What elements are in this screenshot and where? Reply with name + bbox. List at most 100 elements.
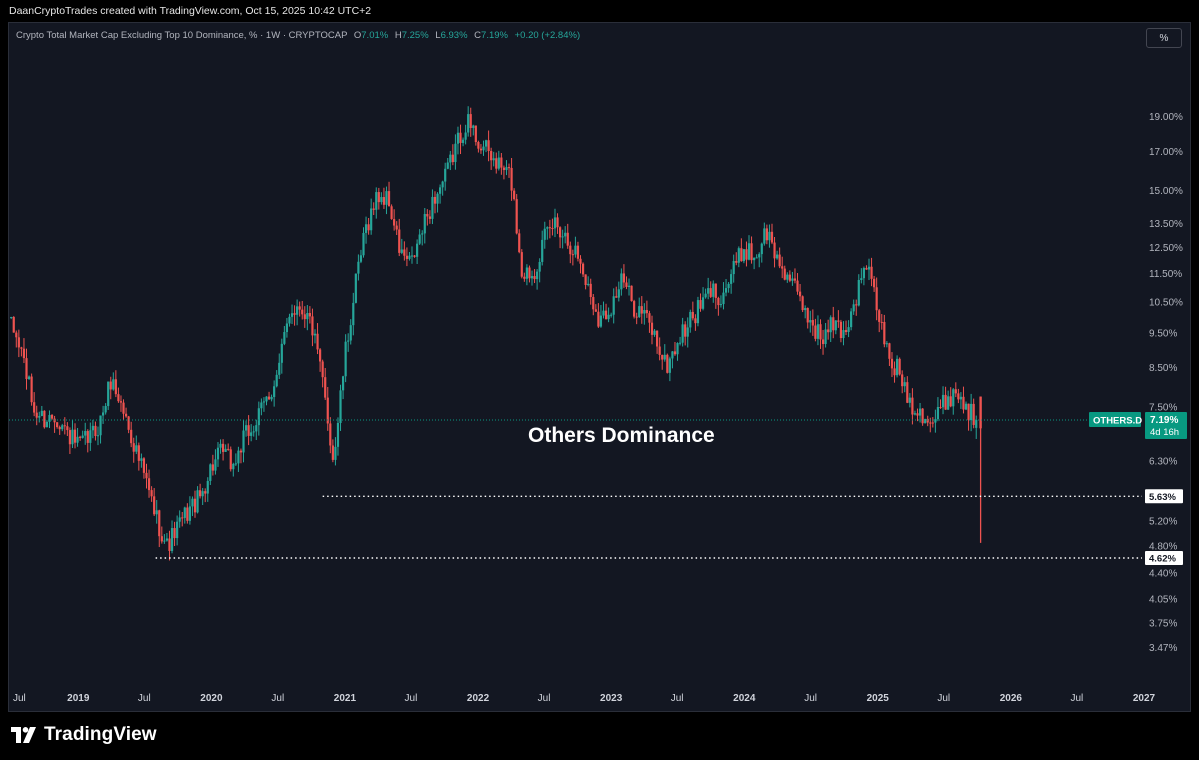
- candle: [278, 353, 281, 380]
- candle: [949, 387, 952, 408]
- candle: [408, 251, 411, 261]
- chart-panel[interactable]: 19.00% 17.00% 15.00% 13.50% 12.50% 11.50% 10.5…: [8, 22, 1191, 712]
- candle: [50, 414, 54, 420]
- candle: [561, 229, 564, 249]
- candle: [298, 301, 301, 317]
- candle: [536, 269, 539, 290]
- candle: [816, 315, 820, 346]
- candle: [112, 372, 115, 391]
- candle: [380, 192, 383, 205]
- candle: [924, 418, 927, 424]
- candle: [229, 446, 232, 472]
- candle: [79, 435, 82, 441]
- candle: [153, 488, 156, 517]
- candle: [786, 272, 789, 283]
- candle: [370, 198, 373, 235]
- y-tick-label: 17.00%: [1149, 147, 1183, 158]
- candle: [142, 457, 146, 479]
- candle: [10, 316, 13, 320]
- candle: [71, 419, 74, 448]
- candle: [242, 420, 245, 463]
- candle: [758, 252, 761, 268]
- candle: [844, 320, 848, 336]
- candle: [109, 376, 112, 400]
- candle: [701, 287, 705, 311]
- candle: [25, 348, 28, 390]
- candle: [418, 229, 421, 245]
- candle: [398, 218, 401, 257]
- candle: [502, 165, 506, 180]
- candle: [101, 405, 105, 424]
- candle: [390, 204, 393, 220]
- candle: [638, 297, 641, 319]
- candle: [556, 213, 559, 234]
- candle: [760, 242, 763, 263]
- candle: [530, 270, 534, 286]
- candle: [461, 137, 465, 147]
- y-tick-label: 4.40%: [1149, 569, 1177, 580]
- candle: [916, 408, 919, 422]
- candle: [433, 191, 437, 214]
- candle: [520, 249, 523, 279]
- symbol-legend[interactable]: Crypto Total Market Cap Excluding Top 10…: [16, 30, 580, 41]
- candle: [773, 237, 776, 268]
- candle: [357, 254, 360, 281]
- candle: [352, 292, 355, 336]
- candle: [293, 305, 296, 326]
- candle: [901, 370, 904, 394]
- candle: [326, 386, 329, 431]
- candle: [173, 521, 176, 547]
- percent-scale-button[interactable]: %: [1146, 28, 1182, 48]
- candle: [911, 388, 914, 425]
- tradingview-brand[interactable]: TradingView: [11, 724, 157, 746]
- price-chart[interactable]: 19.00% 17.00% 15.00% 13.50% 12.50% 11.50% 10.5…: [9, 23, 1190, 711]
- candle: [250, 424, 253, 442]
- candle: [341, 375, 345, 400]
- candle: [553, 208, 557, 238]
- candle: [507, 163, 511, 178]
- candle: [160, 526, 163, 544]
- candle: [763, 222, 766, 246]
- candle: [775, 250, 779, 260]
- legend-low: 6.93%: [440, 30, 468, 41]
- candle: [574, 236, 577, 258]
- tradingview-logo-icon: [11, 727, 36, 743]
- candle: [204, 488, 207, 503]
- candle: [211, 454, 214, 476]
- candle: [962, 386, 965, 414]
- candle: [788, 270, 791, 283]
- candle: [193, 490, 197, 518]
- candle: [349, 319, 352, 345]
- crash-candle: [979, 396, 982, 543]
- candle: [510, 157, 513, 201]
- candle: [737, 246, 740, 268]
- y-tick-label: 3.75%: [1149, 619, 1177, 630]
- candle: [176, 515, 179, 546]
- price-badges: 5.63%4.62%OTHERS.D 7.19%4d 16h: [1089, 411, 1187, 565]
- candle: [602, 301, 605, 319]
- candle: [303, 306, 306, 328]
- candle: [362, 227, 365, 258]
- candle: [431, 189, 434, 225]
- candle: [76, 427, 79, 447]
- support-price-label: 5.63%: [1145, 489, 1183, 504]
- candle: [903, 377, 906, 393]
- candle: [48, 410, 51, 429]
- x-tick-label: 2023: [600, 693, 623, 704]
- candle: [564, 226, 567, 244]
- candle: [630, 285, 633, 302]
- candle: [495, 152, 498, 174]
- candle: [691, 301, 694, 321]
- candle: [852, 299, 855, 315]
- candle: [860, 268, 863, 284]
- candle: [206, 477, 209, 502]
- candle: [607, 307, 610, 323]
- candle: [525, 264, 528, 286]
- candle: [673, 341, 677, 356]
- candle: [975, 415, 978, 439]
- legend-change: +0.20 (+2.84%): [514, 30, 581, 41]
- candle: [921, 408, 924, 426]
- candle: [839, 319, 843, 343]
- candle: [676, 342, 679, 361]
- candle: [640, 296, 643, 324]
